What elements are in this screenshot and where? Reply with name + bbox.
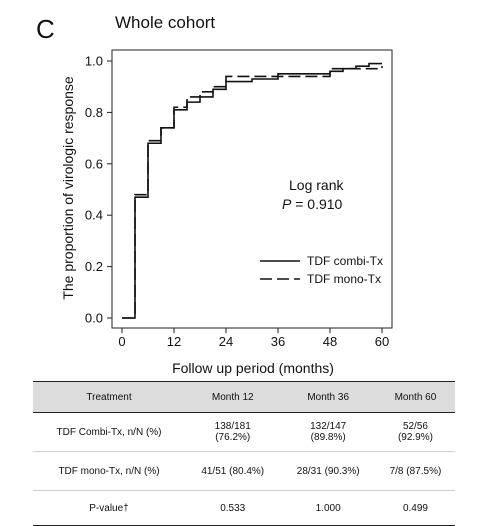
table-row: TDF Combi-Tx, n/N (%) 138/181 (76.2%) 13… bbox=[33, 412, 455, 452]
y-tick-label: 0.8 bbox=[85, 105, 103, 120]
y-tick-label: 0.2 bbox=[85, 259, 103, 274]
x-tick-label: 48 bbox=[323, 334, 337, 349]
p-value: = 0.910 bbox=[291, 196, 342, 212]
row-label: TDF Combi-Tx, n/N (%) bbox=[33, 412, 185, 452]
legend: TDF combi-Tx TDF mono-Tx bbox=[260, 254, 383, 286]
series-layer bbox=[122, 62, 383, 319]
row-label: P-value† bbox=[33, 490, 185, 526]
x-tick-label: 60 bbox=[375, 334, 389, 349]
y-axis-label: The proportion of virologic response bbox=[60, 76, 76, 300]
header-month-36: Month 36 bbox=[280, 381, 376, 413]
row-label: TDF mono-Tx, n/N (%) bbox=[33, 451, 185, 491]
cell-m36: 1.000 bbox=[280, 490, 376, 526]
plot-frame bbox=[111, 49, 393, 329]
cell-m12: 41/51 (80.4%) bbox=[185, 451, 281, 491]
panel-letter: C bbox=[36, 14, 55, 44]
y-tick-label: 1.0 bbox=[85, 54, 103, 69]
x-axis-label: Follow up period (months) bbox=[172, 360, 334, 376]
cell-m60: 7/8 (87.5%) bbox=[375, 451, 455, 491]
y-tick-label: 0.4 bbox=[85, 208, 103, 223]
legend-label-combi: TDF combi-Tx bbox=[307, 254, 383, 268]
header-month-12: Month 12 bbox=[185, 381, 281, 413]
cell-m12: 0.533 bbox=[185, 490, 281, 526]
cell-m36: 132/147 (89.8%) bbox=[280, 412, 376, 452]
cell-m12: 138/181 (76.2%) bbox=[185, 412, 281, 452]
log-rank-annotation: Log rank P = 0.910 bbox=[282, 177, 344, 212]
ticks: 0 12 24 36 48 60 0.0 0.2 0.4 0.6 0.8 1.0 bbox=[85, 54, 389, 350]
x-tick-label: 12 bbox=[167, 334, 181, 349]
cell-m60: 52/56 (92.9%) bbox=[375, 412, 455, 452]
series-line-combi bbox=[122, 62, 382, 319]
cell-m60: 0.499 bbox=[375, 490, 455, 526]
log-rank-label: Log rank bbox=[289, 177, 344, 193]
header-treatment: Treatment bbox=[33, 381, 185, 413]
series-line-mono bbox=[122, 66, 383, 319]
header-month-60: Month 60 bbox=[375, 381, 455, 413]
x-tick-label: 24 bbox=[219, 334, 233, 349]
p-value-text: P = 0.910 bbox=[282, 196, 343, 212]
km-plot: 0 12 24 36 48 60 0.0 0.2 0.4 0.6 0.8 1.0 Follow up … bbox=[60, 49, 393, 376]
y-tick-label: 0.0 bbox=[85, 311, 103, 326]
legend-label-mono: TDF mono-Tx bbox=[307, 272, 381, 286]
p-symbol: P bbox=[282, 196, 292, 212]
summary-table: Treatment Month 12 Month 36 Month 60 TDF… bbox=[33, 381, 455, 526]
x-tick-label: 0 bbox=[118, 334, 125, 349]
table-row: P-value† 0.533 1.000 0.499 bbox=[33, 490, 455, 526]
axes bbox=[111, 49, 393, 329]
figure-title: Whole cohort bbox=[115, 13, 216, 32]
table-header-row: Treatment Month 12 Month 36 Month 60 bbox=[33, 381, 455, 413]
y-tick-label: 0.6 bbox=[85, 156, 103, 171]
cell-m36: 28/31 (90.3%) bbox=[280, 451, 376, 491]
table-row: TDF mono-Tx, n/N (%) 41/51 (80.4%) 28/31… bbox=[33, 451, 455, 491]
x-tick-label: 36 bbox=[271, 334, 285, 349]
